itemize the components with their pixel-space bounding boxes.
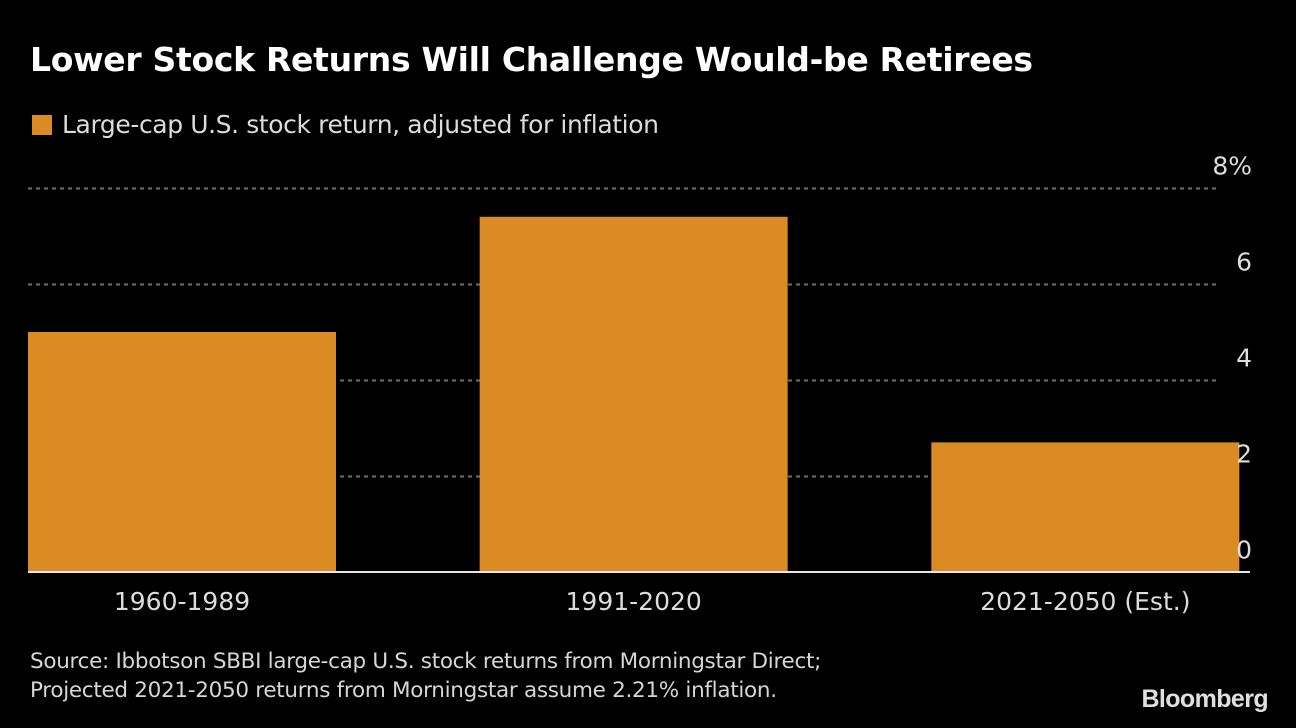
y-tick-label-4: 4 bbox=[1236, 344, 1252, 373]
legend: Large-cap U.S. stock return, adjusted fo… bbox=[32, 110, 659, 139]
chart-title: Lower Stock Returns Will Challenge Would… bbox=[30, 40, 1033, 79]
bar-2 bbox=[931, 442, 1240, 572]
bloomberg-logo: Bloomberg bbox=[1141, 685, 1268, 713]
source-note: Source: Ibbotson SBBI large-cap U.S. sto… bbox=[30, 647, 821, 705]
bar-0 bbox=[28, 332, 336, 572]
x-tick-label-2: 2021-2050 (Est.) bbox=[980, 587, 1190, 616]
legend-swatch bbox=[32, 114, 52, 135]
bar-1 bbox=[479, 216, 788, 573]
y-tick-label-8: 8% bbox=[1212, 152, 1252, 181]
legend-label: Large-cap U.S. stock return, adjusted fo… bbox=[62, 110, 659, 139]
x-tick-label-1: 1991-2020 bbox=[566, 587, 702, 616]
y-tick-label-2: 2 bbox=[1236, 440, 1252, 469]
x-tick-label-0: 1960-1989 bbox=[114, 587, 250, 616]
y-axis-ticks: 0 2 4 6 8% bbox=[1212, 152, 1252, 565]
source-line-2: Projected 2021-2050 returns from Morning… bbox=[30, 678, 777, 703]
x-axis-labels: 1960-1989 1991-2020 2021-2050 (Est.) bbox=[114, 587, 1191, 616]
y-tick-label-0: 0 bbox=[1236, 536, 1252, 565]
y-tick-label-6: 6 bbox=[1236, 248, 1252, 277]
source-line-1: Source: Ibbotson SBBI large-cap U.S. sto… bbox=[30, 649, 822, 674]
bars bbox=[28, 216, 1240, 573]
